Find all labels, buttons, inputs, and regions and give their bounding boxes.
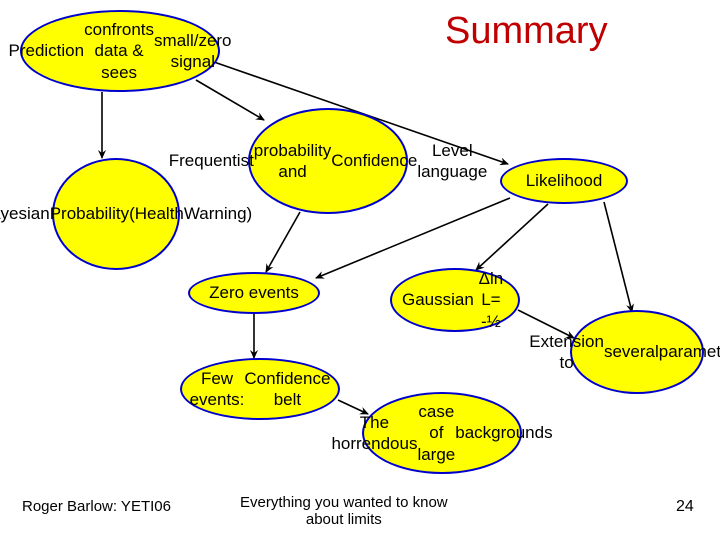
page-title: Summary	[445, 10, 608, 53]
node-frequentist: Frequentistprobability andConfidenceLeve…	[248, 108, 408, 214]
node-extension: Extension toseveralparameters	[570, 310, 704, 394]
node-few-events: Few events:Confidence belt	[180, 358, 340, 420]
arrow-frequentist-to-zero	[266, 212, 300, 272]
arrow-prediction-to-frequentist	[196, 80, 264, 120]
node-bayesian: BayesianProbability(HealthWarning)	[52, 158, 180, 270]
arrow-likelihood-to-gaussian	[476, 204, 548, 270]
footer-author: Roger Barlow: YETI06	[22, 498, 171, 515]
node-horrendous: The horrendouscase of largebackgrounds	[362, 392, 522, 474]
node-prediction: Predictionconfronts data & seessmall/zer…	[20, 10, 220, 92]
node-zero-events: Zero events	[188, 272, 320, 314]
node-gaussian: GaussianΔln L= -½	[390, 268, 520, 332]
node-likelihood: Likelihood	[500, 158, 628, 204]
footer-subtitle: Everything you wanted to knowabout limit…	[240, 494, 448, 528]
page-number: 24	[676, 498, 694, 516]
arrow-likelihood-to-extension	[604, 202, 632, 312]
